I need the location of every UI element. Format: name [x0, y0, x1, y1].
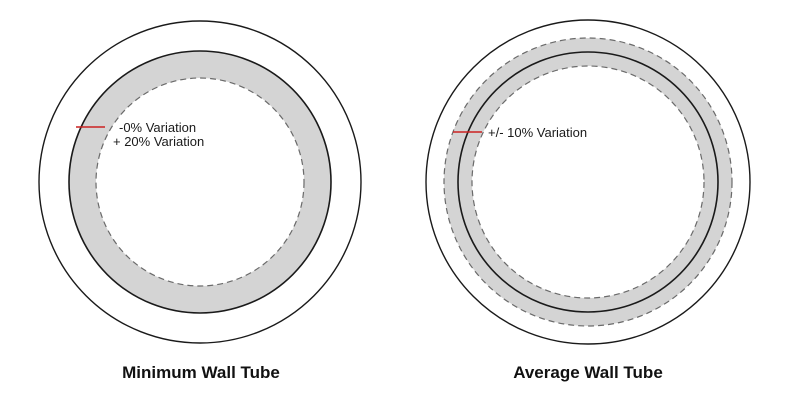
variation-label-line1: -0% Variation: [119, 120, 196, 135]
average-wall-tube-figure: +/- 10% Variation Average Wall Tube: [425, 19, 751, 382]
variation-label-line2: + 20% Variation: [113, 134, 204, 149]
minimum-wall-tube-caption: Minimum Wall Tube: [122, 363, 280, 382]
average-wall-tube-caption: Average Wall Tube: [513, 363, 663, 382]
minimum-wall-tube-figure: -0% Variation + 20% Variation Minimum Wa…: [38, 20, 362, 382]
outer-tube-circle: [425, 19, 751, 345]
band-inner-dashed-circle: [471, 65, 705, 299]
outer-tube-circle: [38, 20, 362, 344]
nominal-wall-circle: [457, 51, 719, 313]
inner-dashed-circle: [95, 77, 305, 287]
variation-label: +/- 10% Variation: [488, 125, 587, 140]
